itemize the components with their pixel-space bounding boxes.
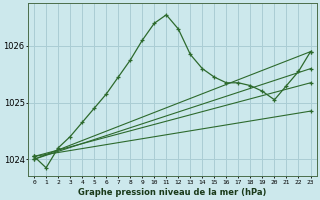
X-axis label: Graphe pression niveau de la mer (hPa): Graphe pression niveau de la mer (hPa) — [78, 188, 267, 197]
